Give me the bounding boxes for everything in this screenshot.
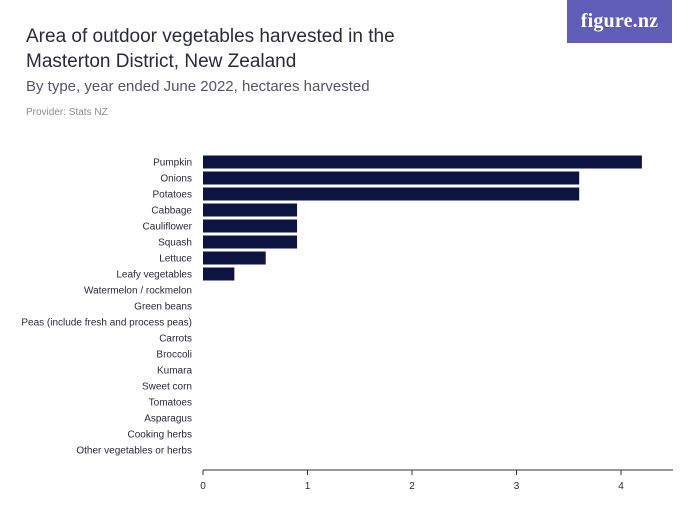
x-tick-label: 0 — [200, 481, 206, 492]
category-label: Carrots — [159, 334, 192, 345]
category-label: Pumpkin — [153, 158, 192, 169]
bar-squash[interactable] — [203, 235, 298, 249]
bar-leafy-vegetables[interactable] — [203, 267, 235, 281]
x-tick-label: 3 — [514, 481, 520, 492]
category-labels: Pumpkin Onions Potatoes Cabbage Cauliflower S… — [21, 158, 192, 457]
category-label: Other vegetables or herbs — [76, 446, 192, 457]
category-label: Asparagus — [144, 414, 192, 425]
bar-pumpkin[interactable] — [203, 155, 642, 169]
x-axis-ticks: 0 1 2 3 4 — [200, 470, 624, 492]
bar-lettuce[interactable] — [203, 251, 266, 265]
chart-subtitle: By type, year ended June 2022, hectares … — [26, 78, 370, 95]
category-label: Onions — [160, 174, 192, 185]
category-label: Kumara — [157, 366, 192, 377]
category-label: Lettuce — [159, 254, 192, 265]
x-tick-label: 1 — [305, 481, 311, 492]
bar-onions[interactable] — [203, 171, 580, 185]
bar-potatoes[interactable] — [203, 187, 580, 201]
category-label: Cabbage — [151, 206, 192, 217]
x-tick-label: 2 — [409, 481, 415, 492]
bar-cabbage[interactable] — [203, 203, 298, 217]
category-label: Broccoli — [156, 350, 192, 361]
category-label: Cauliflower — [143, 222, 193, 233]
bars-group — [203, 155, 642, 281]
bar-cauliflower[interactable] — [203, 219, 298, 233]
category-label: Watermelon / rockmelon — [84, 286, 192, 297]
figure-nz-logo[interactable]: figure.nz — [567, 0, 672, 43]
x-tick-label: 4 — [618, 481, 624, 492]
category-label: Leafy vegetables — [116, 270, 192, 281]
category-label: Peas (include fresh and process peas) — [21, 318, 192, 329]
chart-title: Area of outdoor vegetables harvested in … — [26, 26, 395, 72]
provider-note: Provider: Stats NZ — [26, 107, 108, 118]
category-label: Sweet corn — [142, 382, 192, 393]
category-label: Cooking herbs — [128, 430, 192, 441]
category-label: Squash — [158, 238, 192, 249]
category-label: Green beans — [134, 302, 192, 313]
category-label: Tomatoes — [149, 398, 192, 409]
category-label: Potatoes — [153, 190, 192, 201]
